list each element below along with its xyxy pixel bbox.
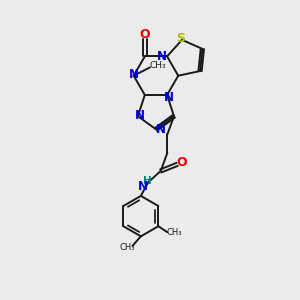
Text: O: O xyxy=(140,28,150,41)
Text: N: N xyxy=(156,123,166,136)
Text: CH₃: CH₃ xyxy=(166,228,182,237)
Text: N: N xyxy=(129,68,139,81)
Text: N: N xyxy=(157,50,167,63)
Text: CH₃: CH₃ xyxy=(119,243,135,252)
Text: N: N xyxy=(164,91,174,104)
Text: N: N xyxy=(135,109,145,122)
Text: N: N xyxy=(138,180,148,193)
Text: H: H xyxy=(143,176,152,186)
Text: CH₃: CH₃ xyxy=(149,61,166,70)
Text: O: O xyxy=(177,156,187,170)
Text: S: S xyxy=(176,32,185,45)
